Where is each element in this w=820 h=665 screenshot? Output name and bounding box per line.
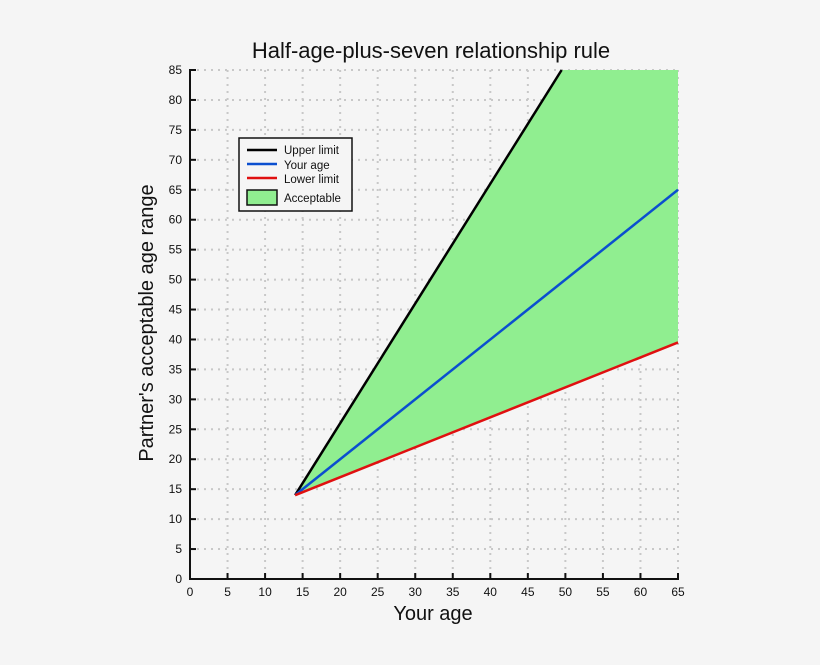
series-lines: [294, 69, 679, 497]
legend-label-acceptable: Acceptable: [284, 193, 341, 205]
y-tick-label: 65: [169, 183, 183, 197]
y-tick-label: 85: [169, 63, 183, 77]
y-tick-label: 70: [169, 153, 183, 167]
y-tick-label: 10: [169, 512, 183, 526]
axes: 0 5 10 15 20 25 30 35 40 45 50 55 60 65 0 5 10 15 20 25 30 35…: [169, 63, 685, 599]
x-tick-label: 50: [559, 585, 573, 599]
x-tick-label: 60: [634, 585, 648, 599]
x-tick-label: 10: [258, 585, 272, 599]
x-tick-label: 0: [187, 585, 194, 599]
x-tick-label: 20: [333, 585, 347, 599]
x-tick-label: 15: [296, 585, 310, 599]
y-tick-label: 0: [175, 572, 182, 586]
y-tick-label: 25: [169, 422, 183, 436]
x-tick-label: 5: [224, 585, 231, 599]
x-axis-label: Your age: [393, 603, 472, 625]
x-tick-label: 25: [371, 585, 385, 599]
x-tick-label: 35: [446, 585, 460, 599]
series-line-your-age: [294, 188, 679, 497]
y-tick-label: 35: [169, 362, 183, 376]
y-tick-label: 75: [169, 123, 183, 137]
legend-label-upper-limit: Upper limit: [284, 145, 340, 157]
series-line-upper-limit: [294, 69, 563, 496]
legend-label-lower-limit: Lower limit: [284, 174, 340, 186]
x-tick-label: 45: [521, 585, 535, 599]
y-axis-label: Partner's acceptable age range: [136, 184, 158, 461]
y-tick-label: 55: [169, 243, 183, 257]
y-tick-label: 5: [175, 542, 182, 556]
legend: Upper limit Your age Lower limit Accepta…: [238, 137, 353, 212]
series-line-lower-limit: [294, 341, 679, 497]
y-tick-label: 15: [169, 482, 183, 496]
y-tick-label: 50: [169, 273, 183, 287]
legend-label-your-age: Your age: [284, 160, 330, 172]
y-tick-label: 80: [169, 93, 183, 107]
y-tick-label: 40: [169, 332, 183, 346]
y-tick-label: 60: [169, 213, 183, 227]
y-tick-label: 20: [169, 452, 183, 466]
acceptable-fill: [295, 70, 678, 496]
x-tick-label: 30: [409, 585, 423, 599]
x-tick-label: 40: [484, 585, 498, 599]
y-tick-label: 45: [169, 303, 183, 317]
x-tick-label: 65: [671, 585, 685, 599]
chart-title: Half-age-plus-seven relationship rule: [252, 38, 610, 63]
y-tick-label: 30: [169, 392, 183, 406]
x-tick-label: 55: [596, 585, 610, 599]
legend-swatch-acceptable: [246, 189, 278, 206]
acceptable-area: [295, 70, 678, 496]
